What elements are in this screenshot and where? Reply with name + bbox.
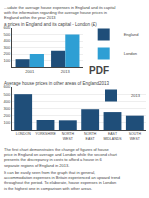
svg-text:PDF: PDF — [89, 65, 109, 76]
svg-text:EASTMIDLANDS: EASTMIDLANDS — [103, 132, 122, 141]
svg-text:500: 500 — [4, 32, 11, 37]
svg-text:100: 100 — [4, 58, 11, 63]
svg-text:400: 400 — [4, 38, 11, 43]
svg-text:a prices in England and its ca: a prices in England and its capital - Lo… — [4, 22, 97, 27]
svg-text:100: 100 — [4, 120, 11, 125]
svg-text:...udate the average house exp: ...udate the average house expenses in E… — [4, 5, 116, 20]
svg-text:2013: 2013 — [131, 93, 141, 98]
svg-text:200: 200 — [4, 51, 11, 56]
svg-text:400: 400 — [4, 99, 11, 104]
svg-text:2001: 2001 — [25, 69, 35, 74]
svg-text:600: 600 — [4, 25, 11, 30]
svg-text:500: 500 — [4, 92, 11, 97]
svg-text:London: London — [124, 51, 137, 56]
svg-text:NORTHEAST: NORTHEAST — [84, 132, 97, 141]
svg-text:600: 600 — [4, 84, 11, 89]
svg-text:NORTHWEST: NORTHWEST — [62, 132, 75, 141]
svg-text:YORKSHIRE: YORKSHIRE — [35, 132, 56, 136]
svg-text:Average house prices in other: Average house prices in other areas of E… — [4, 81, 109, 86]
svg-text:LONDON: LONDON — [16, 132, 31, 136]
svg-text:SOUTHWEST: SOUTHWEST — [129, 132, 142, 141]
svg-text:England: England — [124, 32, 139, 37]
svg-text:The first chart demonstrates t: The first chart demonstrates the change … — [4, 147, 118, 168]
svg-text:2013: 2013 — [61, 69, 71, 74]
svg-text:300: 300 — [4, 45, 11, 50]
svg-text:300: 300 — [4, 106, 11, 111]
svg-text:It can be easily seen from the: It can be easily seen from the graph tha… — [4, 170, 120, 191]
svg-text:200: 200 — [4, 113, 11, 118]
